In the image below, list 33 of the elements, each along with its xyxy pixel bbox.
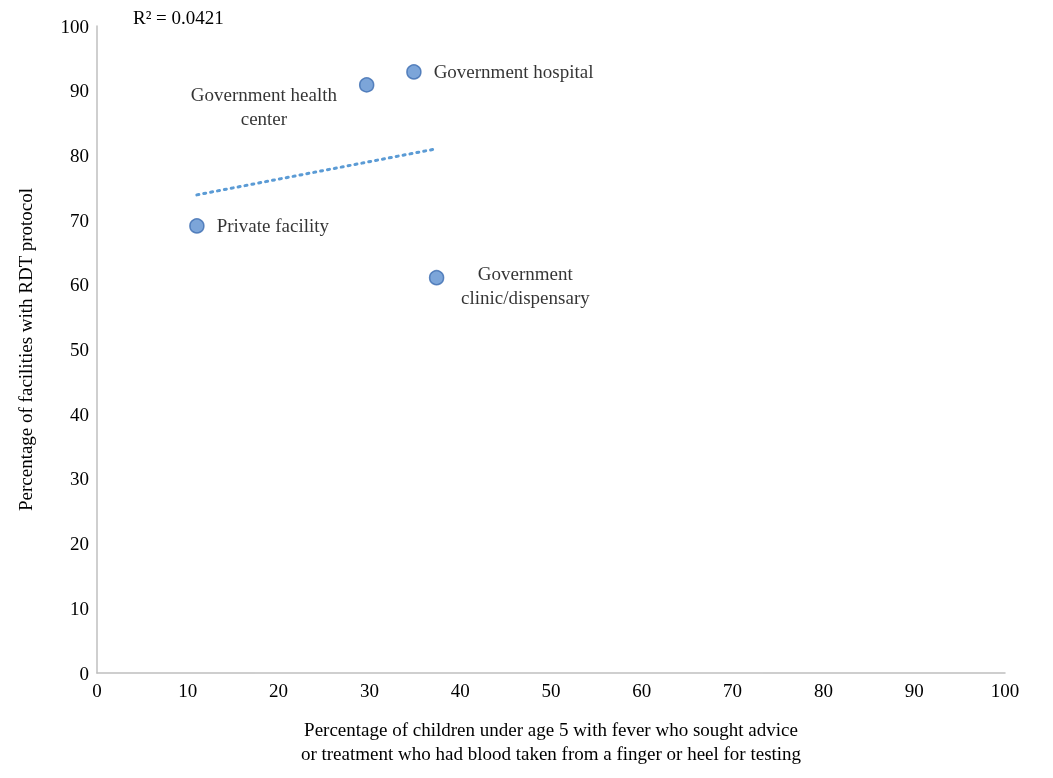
x-tick-label: 90 [904, 680, 924, 701]
y-tick-label: 10 [70, 597, 89, 619]
annotation: Government hospital [433, 61, 594, 83]
y-tick-label: 0 [79, 662, 89, 684]
x-tick-label: 80 [813, 680, 833, 701]
x-tick-label: 50 [541, 680, 561, 701]
y-tick-label: 80 [70, 144, 89, 166]
x-tick-label: 70 [723, 680, 743, 701]
y-tick-label: 100 [60, 15, 89, 37]
point [406, 64, 422, 80]
x-tick-label: 10 [178, 680, 198, 701]
x-tick-label: 40 [450, 680, 470, 701]
y-tick-label: 70 [70, 209, 89, 231]
y-axis-title: Percentage of facilities with RDT protocol [15, 187, 36, 512]
annotation: R² = 0.0421 [133, 7, 224, 28]
point [428, 269, 445, 286]
annotation: Government clinic/dispensary [460, 263, 591, 309]
point [358, 77, 375, 93]
x-tick-label: 20 [269, 680, 289, 701]
annotation: Private facility [216, 215, 330, 237]
x-tick-label: 30 [359, 680, 379, 701]
annotation: Government health center [190, 84, 338, 130]
y-tick-label: 60 [70, 274, 89, 296]
y-tick-label: 90 [70, 80, 89, 102]
y-tick-label: 50 [70, 339, 89, 360]
x-tick-label: 100 [990, 680, 1020, 701]
y-tick-label: 20 [70, 533, 89, 555]
point [189, 218, 205, 234]
y-tick-label: 30 [70, 468, 89, 490]
x-tick-label: 0 [92, 680, 102, 701]
y-tick-label: 40 [70, 403, 89, 425]
x-axis-title: Percentage of children under age 5 with fever who sought advice or treatment who had blood taken from a finger or heel for testing [300, 718, 802, 764]
x-tick-label: 60 [632, 680, 652, 701]
